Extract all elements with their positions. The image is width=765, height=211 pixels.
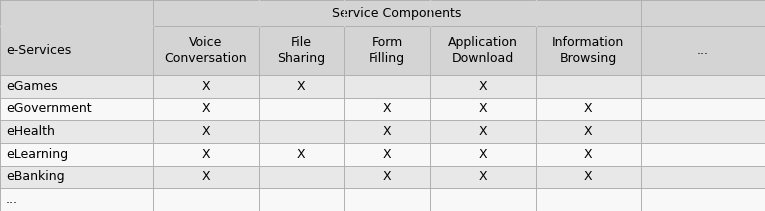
Text: Information
Browsing: Information Browsing xyxy=(552,36,624,65)
Text: X: X xyxy=(201,102,210,115)
Bar xyxy=(0,166,765,188)
Bar xyxy=(153,0,765,26)
Text: eBanking: eBanking xyxy=(6,170,65,184)
Text: X: X xyxy=(297,80,306,93)
Text: ...: ... xyxy=(697,44,709,57)
Bar xyxy=(0,97,765,120)
Bar xyxy=(344,26,430,75)
Text: Form
Filling: Form Filling xyxy=(369,36,405,65)
Bar xyxy=(430,26,536,75)
Bar xyxy=(0,26,153,75)
Text: X: X xyxy=(382,170,392,184)
Text: eGovernment: eGovernment xyxy=(6,102,92,115)
Text: X: X xyxy=(382,125,392,138)
Text: File
Sharing: File Sharing xyxy=(278,36,325,65)
Bar xyxy=(0,0,153,75)
Text: X: X xyxy=(201,80,210,93)
Text: X: X xyxy=(478,80,487,93)
Text: X: X xyxy=(201,125,210,138)
Text: X: X xyxy=(478,170,487,184)
Bar xyxy=(153,26,259,75)
Bar xyxy=(0,188,765,211)
Text: X: X xyxy=(478,102,487,115)
Text: eLearning: eLearning xyxy=(6,148,68,161)
Bar xyxy=(0,143,765,166)
Bar xyxy=(259,26,344,75)
Text: X: X xyxy=(201,148,210,161)
Text: Application
Download: Application Download xyxy=(448,36,518,65)
Bar xyxy=(0,75,765,97)
Text: eGames: eGames xyxy=(6,80,57,93)
Text: X: X xyxy=(201,170,210,184)
Text: X: X xyxy=(478,148,487,161)
Bar xyxy=(0,120,765,143)
Text: X: X xyxy=(382,102,392,115)
Text: Voice
Conversation: Voice Conversation xyxy=(164,36,247,65)
Text: X: X xyxy=(584,102,593,115)
Bar xyxy=(641,26,765,75)
Text: X: X xyxy=(382,148,392,161)
Text: X: X xyxy=(478,125,487,138)
Text: eHealth: eHealth xyxy=(6,125,55,138)
Text: Service Components: Service Components xyxy=(332,7,462,20)
Text: X: X xyxy=(584,148,593,161)
Text: X: X xyxy=(584,170,593,184)
Bar xyxy=(536,26,641,75)
Text: X: X xyxy=(297,148,306,161)
Text: e-Services: e-Services xyxy=(6,44,71,57)
Text: ...: ... xyxy=(6,193,18,206)
Text: X: X xyxy=(584,125,593,138)
